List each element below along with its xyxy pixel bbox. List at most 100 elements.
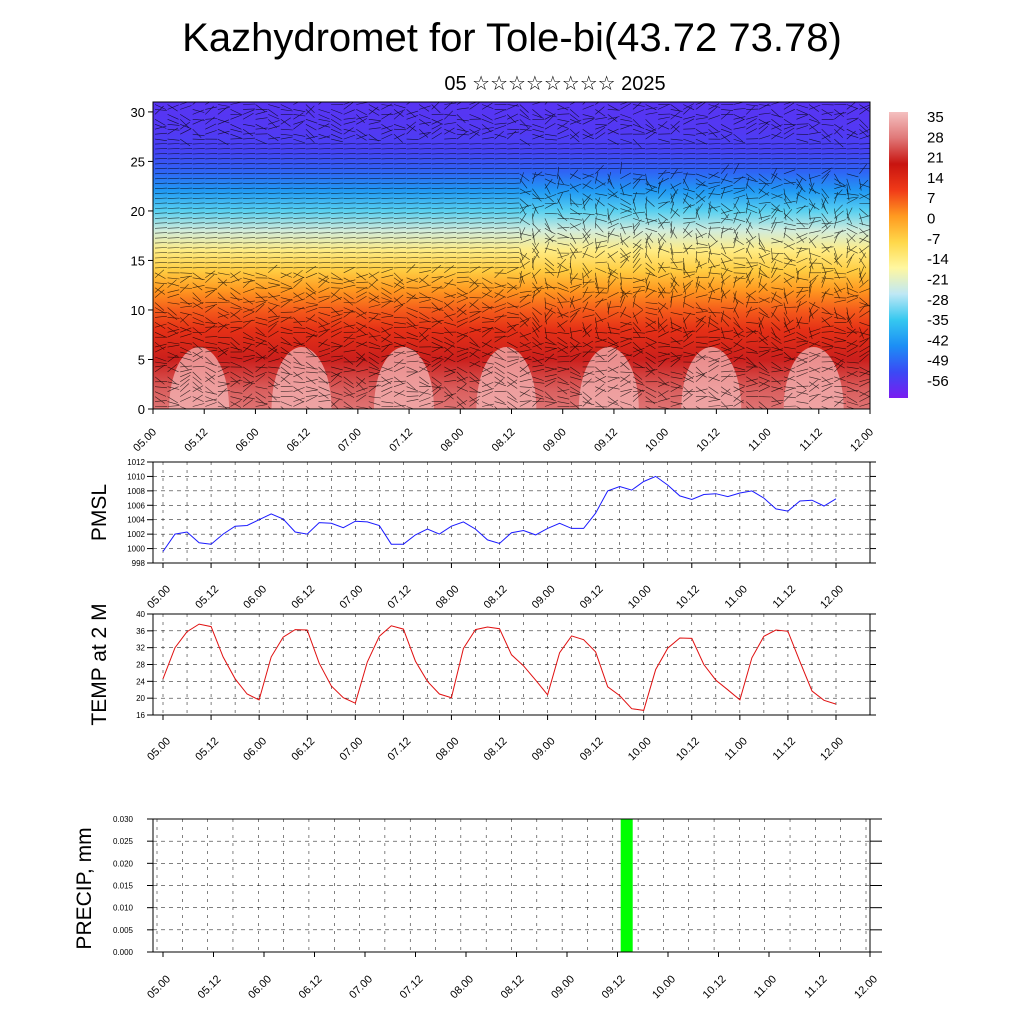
wind-barb — [569, 341, 580, 351]
wind-barb — [180, 148, 193, 150]
wind-barb — [393, 182, 407, 184]
wind-barb — [419, 376, 429, 385]
wind-barb — [305, 334, 318, 338]
wind-barb — [393, 242, 407, 244]
wind-barb — [180, 202, 193, 204]
wind-barb — [808, 123, 820, 130]
wind-barb — [834, 204, 843, 214]
wind-barb — [280, 158, 293, 160]
wind-barb — [356, 262, 369, 264]
wind-barb — [670, 277, 680, 287]
wind-barb — [708, 276, 715, 288]
wind-barb — [406, 322, 417, 330]
wind-barb — [733, 126, 746, 130]
wind-barb — [532, 242, 540, 254]
wind-barb — [745, 183, 755, 193]
wind-barb — [746, 143, 759, 145]
wind-barb — [620, 282, 624, 295]
wind-barb — [205, 212, 218, 214]
wind-barb — [645, 236, 649, 249]
wind-barb — [469, 395, 481, 402]
wind-barb — [431, 285, 442, 293]
wind-barb — [796, 148, 809, 150]
wind-barb — [507, 242, 520, 244]
wind-barb — [783, 102, 793, 105]
wind-barb — [343, 262, 356, 264]
wind-barb — [456, 227, 469, 229]
wind-barb — [783, 317, 788, 329]
wind-barb — [456, 153, 469, 155]
wind-barb — [293, 361, 305, 367]
wind-barb — [469, 131, 480, 140]
wind-barb — [381, 282, 393, 287]
wind-barb — [834, 267, 840, 279]
wind-barb — [834, 128, 844, 138]
wind-barb — [318, 275, 329, 283]
wind-barb — [846, 256, 853, 269]
wind-barb — [821, 246, 834, 249]
wind-barb — [205, 349, 218, 353]
x-tick-label: 07.00 — [337, 583, 365, 611]
colorbar-label: -56 — [927, 373, 949, 390]
wind-barb — [481, 114, 493, 121]
wind-barb — [230, 361, 242, 367]
wind-barb — [482, 172, 495, 175]
wind-barb — [783, 396, 796, 399]
wind-barb — [431, 381, 442, 390]
wind-barb — [431, 388, 441, 397]
wind-barb — [758, 158, 771, 160]
wind-barb — [305, 167, 318, 170]
wind-barb — [393, 143, 407, 145]
wind-barb — [746, 163, 759, 165]
wind-barb — [293, 153, 306, 155]
wind-barb — [368, 332, 378, 342]
wind-barb — [456, 297, 469, 303]
wind-barb — [293, 292, 303, 301]
wind-barb — [280, 217, 293, 219]
wind-barb — [783, 148, 796, 150]
wind-barb — [859, 228, 870, 234]
wind-barb — [180, 297, 190, 306]
wind-barb — [268, 227, 281, 229]
wind-barb — [343, 257, 356, 259]
wind-barb — [859, 257, 867, 269]
wind-barb — [846, 327, 857, 335]
wind-barb — [255, 396, 266, 405]
wind-barb — [733, 148, 746, 150]
wind-barb — [217, 401, 228, 409]
wind-barb — [733, 138, 746, 144]
wind-barb — [595, 158, 608, 160]
wind-barb — [268, 182, 281, 184]
wind-barb — [557, 208, 564, 220]
wind-barb — [595, 317, 607, 323]
wind-barb — [431, 172, 444, 175]
wind-barb — [431, 247, 444, 249]
wind-barb — [494, 401, 507, 405]
wind-barb — [620, 312, 632, 318]
wind-barb — [356, 247, 369, 249]
wind-barb — [482, 388, 494, 392]
wind-barb — [280, 287, 293, 289]
wind-barb — [431, 212, 444, 214]
wind-barb — [242, 128, 254, 137]
wind-barb — [167, 279, 177, 288]
wind-barb — [532, 148, 545, 150]
wind-barb — [456, 167, 469, 170]
y-tick-label: 10 — [131, 303, 145, 318]
wind-barb — [720, 275, 731, 283]
wind-barb — [393, 366, 405, 373]
wind-barb — [406, 192, 419, 194]
wind-barb — [381, 390, 393, 397]
wind-barb — [331, 257, 344, 259]
wind-barb — [205, 396, 217, 402]
wind-barb — [695, 277, 708, 279]
wind-barb — [469, 114, 481, 120]
wind-barb — [582, 341, 594, 349]
wind-barb — [670, 276, 676, 288]
wind-barb — [708, 376, 720, 382]
wind-barb — [419, 148, 432, 150]
wind-barb — [343, 237, 356, 239]
wind-barb — [381, 112, 392, 120]
wind-barb — [620, 138, 632, 144]
wind-barb — [758, 381, 771, 387]
